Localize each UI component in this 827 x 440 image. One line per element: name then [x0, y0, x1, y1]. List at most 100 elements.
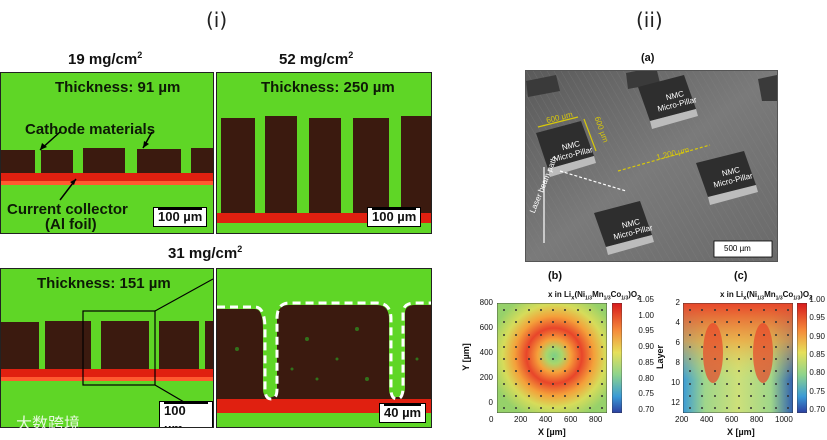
panel-label-b: (b): [548, 270, 563, 282]
sample-point: [588, 345, 591, 348]
map-c-ylabel: Layer: [655, 344, 666, 370]
loading-label-52: 52 mg/cm2: [279, 50, 354, 68]
sample-point: [738, 321, 740, 324]
sample-point: [515, 333, 518, 336]
sample-point: [576, 358, 579, 360]
map-c-x-tick: 1000: [775, 415, 793, 424]
sample-point: [552, 309, 554, 311]
sample-point: [527, 382, 530, 385]
sample-point: [787, 333, 789, 336]
sample-point: [552, 394, 554, 397]
sample-point: [515, 345, 518, 348]
sample-point: [552, 321, 554, 324]
map-c-y-tick: 8: [675, 358, 680, 367]
map-b-xticks: 0 200 400 600 800: [489, 415, 607, 425]
sample-point: [564, 407, 567, 409]
sample-point: [750, 309, 753, 311]
scale-bar-100-c: 100 µm: [159, 401, 213, 427]
micrograph-19mg: Thickness: 91 µm Cathode materials Curre…: [0, 72, 214, 234]
micrograph-31mg: Thickness: 151 µm 100 µm: [0, 268, 214, 428]
sample-point: [701, 333, 704, 336]
sample-point: [738, 370, 740, 373]
sample-point: [503, 321, 505, 324]
map-c-cbar-tick: 0.85: [809, 350, 825, 359]
sample-point: [527, 394, 530, 397]
sample-point: [552, 382, 554, 385]
sample-point: [515, 309, 518, 311]
map-b-cbar-tick: 1.05: [638, 295, 654, 304]
sample-point: [503, 370, 505, 373]
sample-point: [762, 407, 765, 409]
map-b-y-tick: 0: [488, 398, 493, 407]
map-c-cbar-tick: 0.90: [809, 331, 825, 341]
sample-point: [503, 394, 505, 397]
panel-label-a: (a): [641, 52, 655, 64]
sample-point: [601, 358, 603, 360]
sample-point: [552, 345, 554, 348]
sample-point: [527, 370, 530, 373]
micrograph-zoom: 40 µm: [216, 268, 432, 428]
map-c-x-tick: 400: [700, 415, 714, 424]
map-b-xlabel: X [µm]: [538, 427, 566, 437]
sample-point: [576, 345, 579, 348]
map-b-cbar-tick: 1.00: [638, 310, 654, 320]
map-c-cbar-tick: 0.70: [809, 405, 825, 414]
sample-point: [750, 382, 753, 385]
sample-point: [774, 382, 777, 385]
sample-point: [503, 345, 505, 348]
sample-point: [588, 394, 591, 397]
sample-point: [762, 370, 765, 373]
sample-point: [701, 370, 704, 373]
map-b-y-tick: 200: [479, 373, 493, 382]
map-c-cbar-tick: 1.00: [809, 295, 825, 304]
map-c-title: x in Lix(Ni1/3Mn1/3Co1/3)O2: [720, 290, 813, 302]
sample-point: [576, 394, 579, 397]
thickness-151: Thickness: 151 µm: [37, 275, 171, 292]
sample-point: [725, 407, 728, 409]
map-c-cbar-tick: 0.75: [809, 386, 825, 396]
sample-point: [774, 358, 777, 360]
sample-point: [503, 358, 505, 360]
sample-point: [601, 321, 603, 324]
map-b-y-tick: 400: [479, 348, 493, 357]
map-b-colorbar: [612, 303, 622, 413]
sample-point: [515, 394, 518, 397]
micrograph-52mg: Thickness: 250 µm 100 µm: [216, 72, 432, 234]
sample-point: [527, 309, 530, 311]
sample-point: [552, 358, 554, 360]
map-c-x-tick: 800: [750, 415, 764, 424]
sample-point: [689, 370, 691, 373]
sem-image: NMC Micro-Pillar NMC Micro-Pillar NMC Micro…: [525, 70, 778, 262]
map-b-cbar-tick: 0.85: [638, 357, 654, 367]
map-c-points: [683, 303, 793, 413]
sample-point: [787, 407, 789, 409]
sample-point: [689, 321, 691, 324]
annotation-arrows: [39, 131, 153, 201]
sample-point: [774, 345, 777, 348]
map-c-y-tick: 12: [671, 398, 680, 407]
sample-point: [713, 333, 716, 336]
map-c-y-tick: 2: [675, 298, 680, 307]
map-c-colorbar: [797, 303, 807, 413]
loading-label-31: 31 mg/cm2: [168, 244, 243, 262]
sample-point: [713, 370, 716, 373]
sample-point: [762, 382, 765, 385]
sample-point: [689, 309, 691, 311]
sample-point: [713, 321, 716, 324]
sample-point: [787, 309, 789, 311]
sample-point: [738, 407, 740, 409]
map-b-cbar-tick: 0.90: [638, 342, 654, 352]
map-b-title: x in Lix(Ni1/3Mn1/3Co1/3)O2: [548, 290, 641, 302]
map-b-y-tick: 600: [479, 323, 493, 332]
roman-label-i: (i): [206, 8, 228, 32]
sample-point: [689, 407, 691, 409]
sample-point: [527, 321, 530, 324]
sample-point: [787, 382, 789, 385]
sample-point: [713, 382, 716, 385]
scale-bar-40: 40 µm: [379, 403, 427, 423]
map-b-cbar-tick: 0.80: [638, 373, 654, 383]
sample-point: [738, 345, 740, 348]
sample-point: [588, 370, 591, 373]
sample-point: [725, 394, 728, 397]
sample-point: [503, 407, 505, 409]
